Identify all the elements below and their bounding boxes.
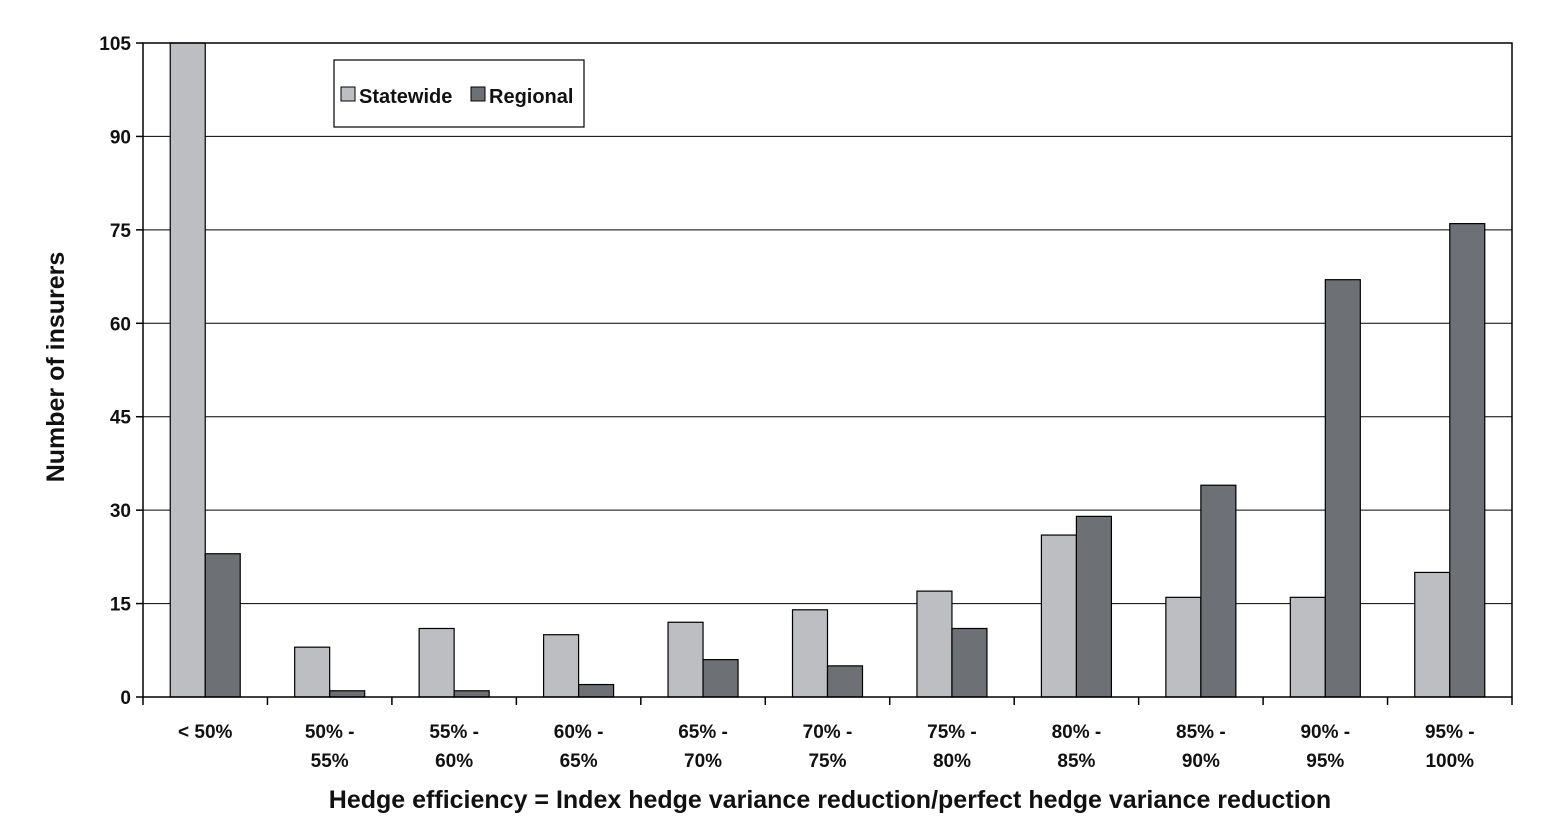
- bar-statewide: [1414, 571, 1451, 698]
- x-tick-label: 80% -: [1052, 722, 1102, 743]
- x-tick-label: 65% -: [678, 722, 728, 743]
- x-tick-label: 95%: [1306, 751, 1344, 772]
- bar-regional: [453, 690, 490, 698]
- y-tick-label: 105: [99, 34, 131, 55]
- x-axis-title: Hedge efficiency = Index hedge variance …: [329, 786, 1331, 814]
- bar-regional: [577, 683, 615, 698]
- bar-regional: [1075, 515, 1113, 698]
- bar-regional: [1449, 223, 1486, 698]
- y-tick-label: 0: [120, 688, 131, 709]
- x-tick-label: 50% -: [305, 722, 355, 743]
- bar-statewide: [418, 627, 455, 698]
- x-tick-label: 90%: [1182, 751, 1220, 772]
- bar-regional: [204, 553, 241, 698]
- legend-swatch-regional: [470, 86, 486, 102]
- bar-statewide: [667, 621, 704, 698]
- bar-regional: [1200, 484, 1237, 698]
- y-axis-title: Number of insurers: [42, 252, 70, 483]
- bars: [169, 42, 1486, 698]
- x-tick-label: < 50%: [178, 722, 233, 743]
- x-tick-label: 55%: [311, 751, 349, 772]
- legend-label-statewide: Statewide: [359, 86, 452, 108]
- x-tick-label: 100%: [1425, 751, 1474, 772]
- legend-box: [333, 59, 585, 128]
- bar-regional: [329, 690, 366, 698]
- x-tick-label: 85%: [1057, 751, 1095, 772]
- bar-regional: [951, 627, 988, 698]
- bar-statewide: [169, 42, 206, 698]
- legend-swatch-statewide: [340, 86, 356, 102]
- y-axis: 0 15 30 45 60 75 90 105: [99, 34, 143, 709]
- bar-statewide: [542, 634, 580, 698]
- y-tick-label: 15: [110, 595, 132, 616]
- x-tick-label: 95% -: [1425, 722, 1475, 743]
- gridlines: [143, 135, 1512, 605]
- x-tick-label: 75% -: [927, 722, 977, 743]
- x-tick-label: 55% -: [429, 722, 479, 743]
- y-tick-label: 30: [110, 501, 131, 522]
- x-tick-label: 65%: [560, 751, 598, 772]
- x-tick-label: 70% -: [803, 722, 853, 743]
- bar-statewide: [916, 590, 953, 698]
- x-tick-label: 90% -: [1300, 722, 1350, 743]
- bar-statewide: [1165, 596, 1202, 698]
- x-tick-label: 70%: [684, 751, 722, 772]
- x-tick-label: 80%: [933, 751, 971, 772]
- bar-statewide: [294, 646, 331, 698]
- x-tick-label: 60% -: [554, 722, 604, 743]
- y-tick-label: 90: [110, 127, 131, 148]
- y-tick-label: 75: [110, 221, 132, 242]
- legend: Statewide Regional: [333, 59, 585, 128]
- x-tick-label: 60%: [435, 751, 473, 772]
- x-tick-label: 85% -: [1176, 722, 1226, 743]
- bar-statewide: [1289, 596, 1326, 698]
- bar-statewide: [1040, 534, 1078, 698]
- bar-regional: [702, 659, 739, 698]
- bar-statewide: [791, 609, 829, 698]
- x-tick-label: 75%: [808, 751, 846, 772]
- x-axis: < 50% 50% - 55% 55% - 60% 60% - 65% 65% - 70% 70%…: [142, 697, 1513, 772]
- legend-label-regional: Regional: [489, 86, 573, 108]
- bar-regional: [1324, 279, 1361, 698]
- bar-regional: [826, 665, 864, 698]
- y-tick-label: 60: [110, 314, 131, 335]
- y-tick-label: 45: [110, 408, 132, 429]
- plot-area: [142, 42, 1513, 698]
